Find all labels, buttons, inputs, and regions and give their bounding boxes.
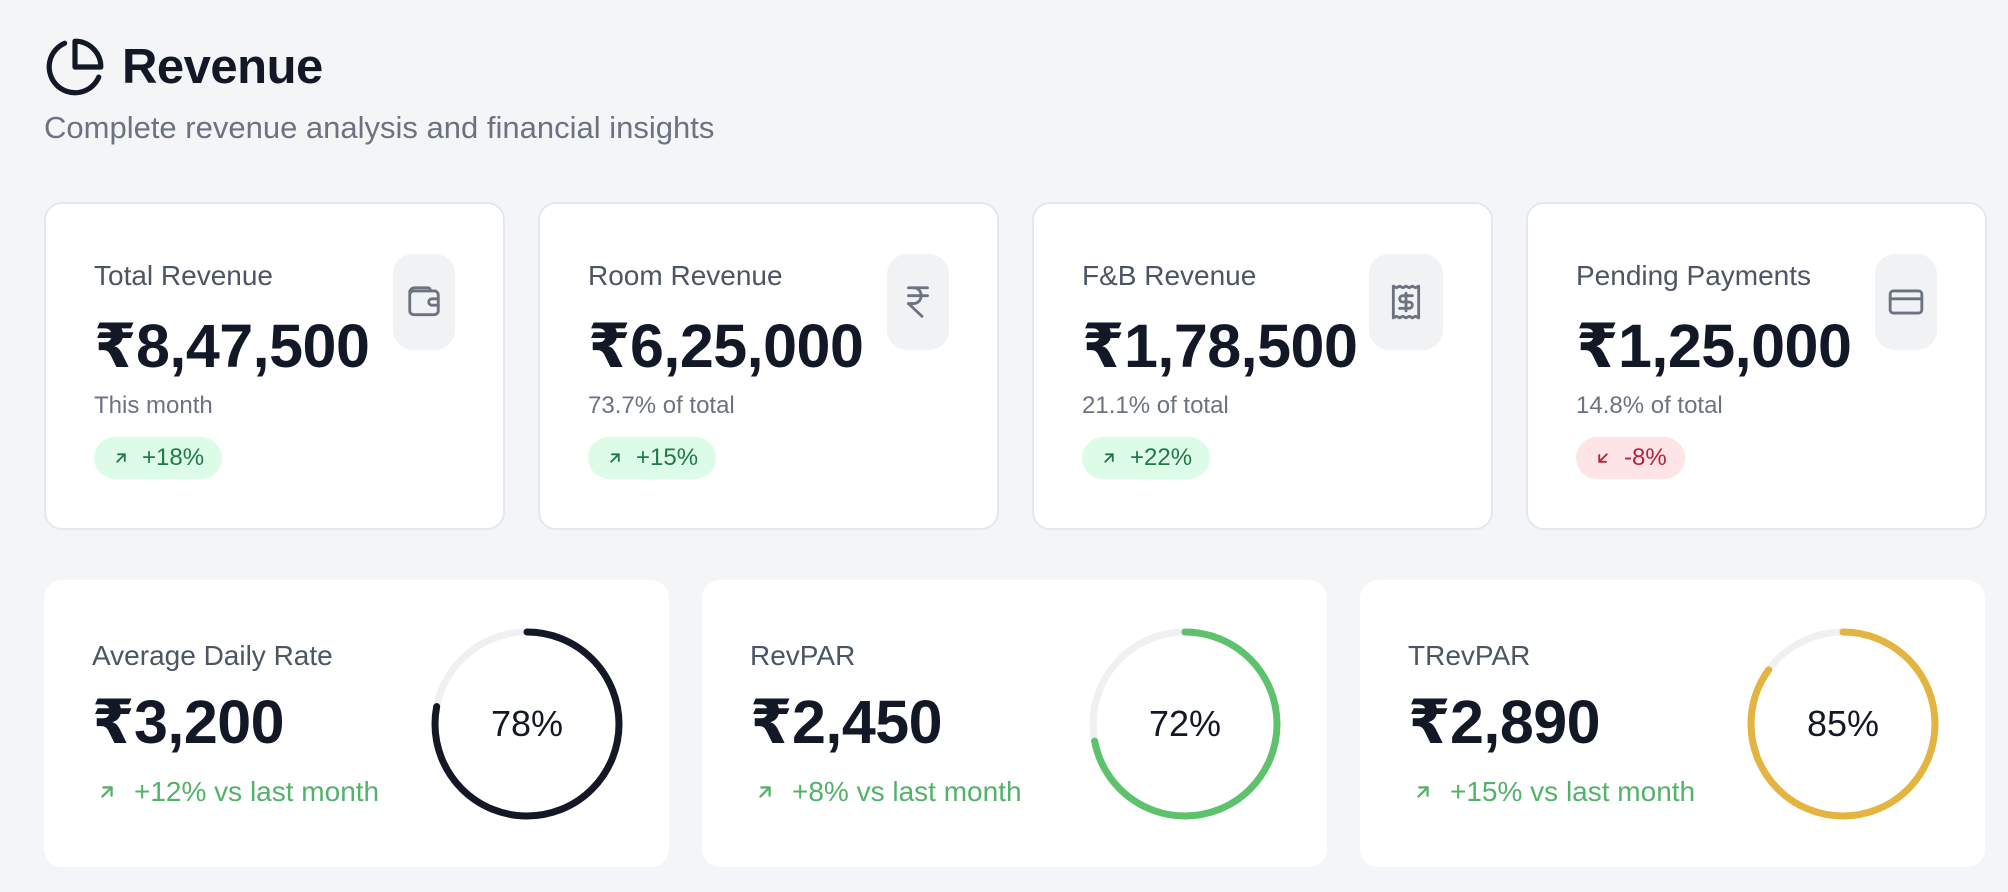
pie-chart-icon xyxy=(46,38,104,96)
page-title: Revenue xyxy=(122,40,323,94)
page-header: Revenue Complete revenue analysis and fi… xyxy=(44,36,714,146)
arrow-up-right-icon xyxy=(101,786,113,798)
stat-note: 14.8% of total xyxy=(1576,392,1723,419)
change-badge: -8% xyxy=(1576,437,1685,479)
metric-trend-text: +15% vs last month xyxy=(1450,776,1696,807)
metric-card-adr: Average Daily Rate ₹3,200 +12% vs last m… xyxy=(44,580,669,867)
icon-box xyxy=(887,254,949,350)
ring-arc xyxy=(1089,628,1281,820)
change-value: +22% xyxy=(1130,444,1193,471)
arrow-up-right-icon xyxy=(1417,786,1429,798)
stat-note: This month xyxy=(94,392,213,419)
stat-card-pending-payments: Pending Payments ₹1,25,000 14.8% of tota… xyxy=(1526,202,1987,530)
stat-label: Total Revenue xyxy=(94,260,274,291)
change-badge: +15% xyxy=(588,437,717,479)
receipt-icon xyxy=(1391,284,1421,320)
stat-note: 21.1% of total xyxy=(1082,392,1229,419)
metric-value: ₹3,200 xyxy=(92,688,285,756)
page-subtitle: Complete revenue analysis and financial … xyxy=(44,110,715,145)
stat-value: ₹8,47,500 xyxy=(94,312,370,380)
arrow-up-right-icon xyxy=(759,786,771,798)
stat-value: ₹6,25,000 xyxy=(588,312,864,380)
metric-label: Average Daily Rate xyxy=(92,640,333,671)
credit-card-icon xyxy=(1888,289,1924,315)
metric-card-trevpar: TRevPAR ₹2,890 +15% vs last month 85% xyxy=(1360,580,1985,867)
change-value: -8% xyxy=(1624,444,1667,471)
stat-label: F&B Revenue xyxy=(1082,260,1257,291)
stat-card-total-revenue: Total Revenue ₹8,47,500 This month +18% xyxy=(44,202,505,530)
stat-card-room-revenue: Room Revenue ₹6,25,000 73.7% of total +1… xyxy=(538,202,999,530)
stat-note: 73.7% of total xyxy=(588,392,735,419)
rupee-icon xyxy=(907,286,929,318)
wallet-icon xyxy=(408,286,440,317)
metric-card-revpar: RevPAR ₹2,450 +8% vs last month 72% xyxy=(702,580,1327,867)
icon-box xyxy=(1875,254,1937,350)
progress-ring: 85% xyxy=(1745,626,1941,822)
stat-card-fb-revenue: F&B Revenue ₹1,78,500 21.1% of total +22… xyxy=(1032,202,1493,530)
metric-trend: +8% vs last month xyxy=(754,776,1022,808)
metric-value: ₹2,450 xyxy=(750,688,943,756)
metric-trend-text: +12% vs last month xyxy=(134,776,380,807)
metric-cards: Average Daily Rate ₹3,200 +12% vs last m… xyxy=(44,580,1985,867)
metric-trend: +12% vs last month xyxy=(96,776,379,808)
ring-percent: 72% xyxy=(1148,703,1222,744)
metric-value: ₹2,890 xyxy=(1408,688,1601,756)
progress-ring: 72% xyxy=(1087,626,1283,822)
change-value: +18% xyxy=(142,444,205,471)
ring-percent: 78% xyxy=(490,703,564,744)
arrow-up-right-icon xyxy=(610,453,620,463)
arrow-up-right-icon xyxy=(116,453,126,463)
ring-arc xyxy=(1747,628,1939,820)
title-row: Revenue xyxy=(44,36,714,98)
stat-label: Pending Payments xyxy=(1576,260,1812,291)
stat-value: ₹1,78,500 xyxy=(1082,312,1358,380)
ring-percent: 85% xyxy=(1806,703,1880,744)
change-badge: +18% xyxy=(94,437,223,479)
change-value: +15% xyxy=(636,444,699,471)
change-badge: +22% xyxy=(1082,437,1211,479)
metric-trend-text: +8% vs last month xyxy=(792,776,1022,807)
arrow-up-right-icon xyxy=(1104,453,1114,463)
icon-box xyxy=(1369,254,1443,350)
stat-cards: Total Revenue ₹8,47,500 This month +18% … xyxy=(44,202,1987,530)
ring-arc xyxy=(431,628,623,820)
stat-value: ₹1,25,000 xyxy=(1576,312,1852,380)
arrow-down-left-icon xyxy=(1598,453,1608,463)
progress-ring: 78% xyxy=(429,626,625,822)
metric-trend: +15% vs last month xyxy=(1412,776,1695,808)
stat-label: Room Revenue xyxy=(588,260,783,291)
metric-label: TRevPAR xyxy=(1408,640,1531,671)
icon-box xyxy=(393,254,455,350)
metric-label: RevPAR xyxy=(750,640,856,671)
